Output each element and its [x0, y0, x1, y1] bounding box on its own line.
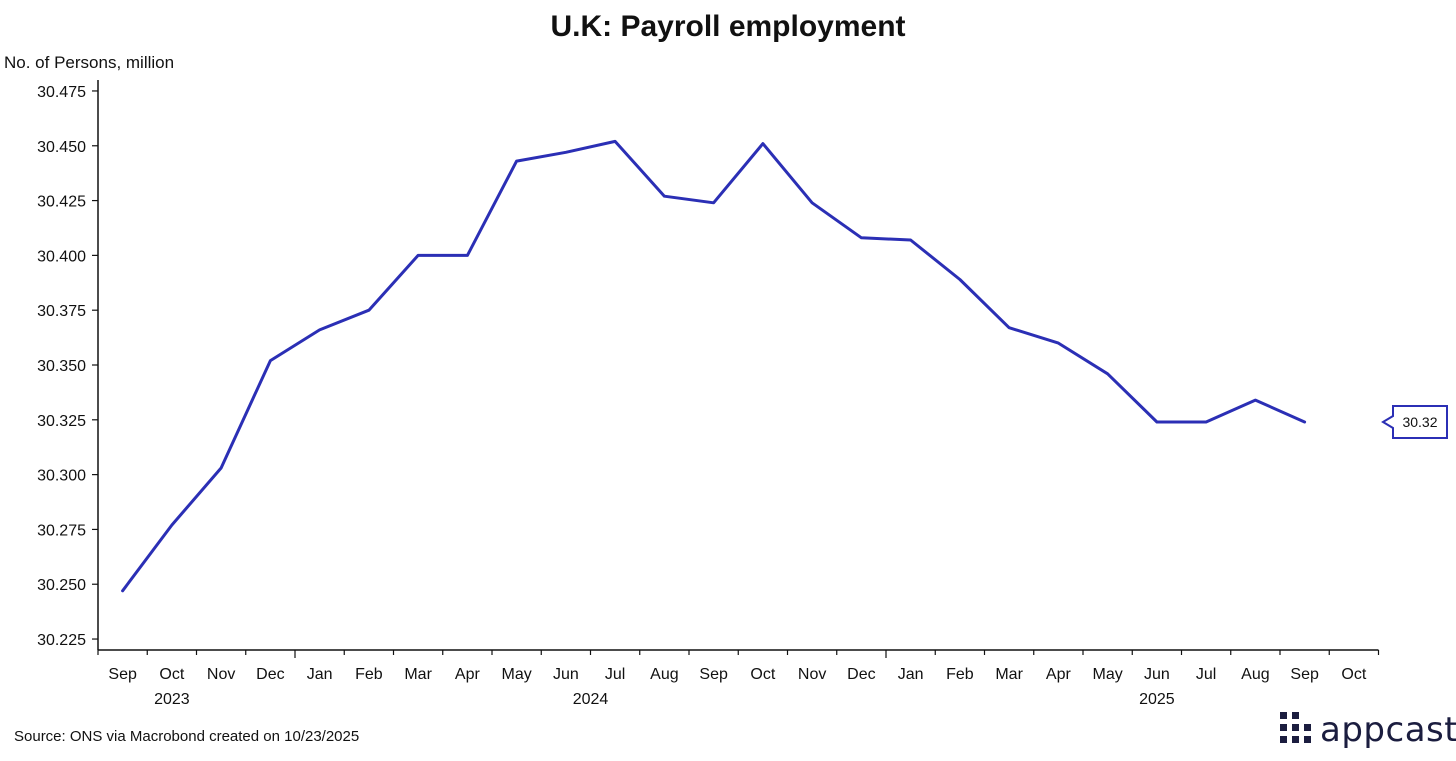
x-tick-label: Apr	[1046, 666, 1072, 683]
x-year-label: 2024	[573, 691, 609, 708]
y-axis-label: No. of Persons, million	[4, 53, 174, 72]
y-tick-label: 30.425	[37, 194, 86, 211]
x-tick-label: Aug	[1241, 666, 1269, 683]
x-tick-label: Jul	[605, 666, 625, 683]
series-line	[121, 139, 1307, 593]
y-tick-label: 30.325	[37, 413, 86, 430]
x-tick-label: Dec	[847, 666, 875, 683]
axes	[97, 80, 1379, 651]
appcast-logo-mark-icon	[1280, 712, 1311, 743]
y-tick-label: 30.400	[37, 248, 86, 265]
plot-area	[121, 139, 1307, 593]
x-tick-label: Sep	[108, 666, 137, 683]
x-tick-label: Jan	[898, 666, 924, 683]
y-tick-label: 30.300	[37, 468, 86, 485]
x-tick-label: Mar	[404, 666, 432, 683]
x-tick-label: Jun	[553, 666, 579, 683]
y-tick-label: 30.475	[37, 84, 86, 101]
y-tick-label: 30.225	[37, 632, 86, 649]
x-year-label: 2023	[154, 691, 190, 708]
appcast-logo: appcast™	[1280, 712, 1456, 748]
y-tick-label: 30.250	[37, 577, 86, 594]
y-tick-label: 30.450	[37, 139, 86, 156]
logo-text: appcast	[1320, 710, 1456, 750]
x-year-label: 2025	[1139, 691, 1175, 708]
x-tick-label: Mar	[995, 666, 1023, 683]
x-tick-label: Jul	[1196, 666, 1216, 683]
chart-title: U.K: Payroll employment	[550, 10, 905, 43]
x-tick-label: Oct	[1341, 666, 1366, 683]
x-tick-label: Apr	[455, 666, 481, 683]
callout-box	[1381, 405, 1448, 439]
callout-value: 30.32	[1402, 414, 1437, 430]
x-tick-label: Nov	[798, 666, 826, 683]
y-ticks: 30.225 30.250 30.275 30.300 30.325 30.350 30.3…	[37, 84, 98, 649]
x-tick-label: May	[502, 666, 532, 683]
x-tick-label: Sep	[699, 666, 728, 683]
x-tick-label: Jan	[307, 666, 333, 683]
x-tick-label: May	[1093, 666, 1123, 683]
x-tick-label: Feb	[946, 666, 974, 683]
x-tick-label: Dec	[256, 666, 284, 683]
x-tick-label: Feb	[355, 666, 383, 683]
x-ticks: Sep Oct Nov Dec Jan Feb Mar Apr May Jun Jul Aug Sep O…	[97, 650, 1380, 708]
x-tick-label: Oct	[750, 666, 775, 683]
x-tick-label: Sep	[1290, 666, 1319, 683]
x-tick-label: Aug	[650, 666, 678, 683]
y-tick-label: 30.375	[37, 303, 86, 320]
last-value-callout: 30.32	[1381, 405, 1448, 439]
x-tick-label: Jun	[1144, 666, 1170, 683]
y-tick-label: 30.275	[37, 522, 86, 539]
y-tick-label: 30.350	[37, 358, 86, 375]
x-tick-label: Oct	[159, 666, 184, 683]
x-tick-label: Nov	[207, 666, 235, 683]
source-note: Source: ONS via Macrobond created on 10/…	[14, 728, 360, 745]
